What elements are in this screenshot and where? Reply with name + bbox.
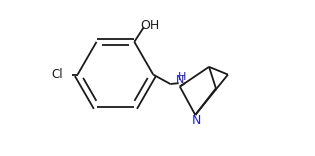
Text: H: H bbox=[178, 72, 186, 82]
Text: N: N bbox=[192, 114, 201, 127]
Text: OH: OH bbox=[141, 19, 160, 32]
Text: N: N bbox=[176, 75, 185, 85]
Text: Cl: Cl bbox=[52, 68, 63, 81]
